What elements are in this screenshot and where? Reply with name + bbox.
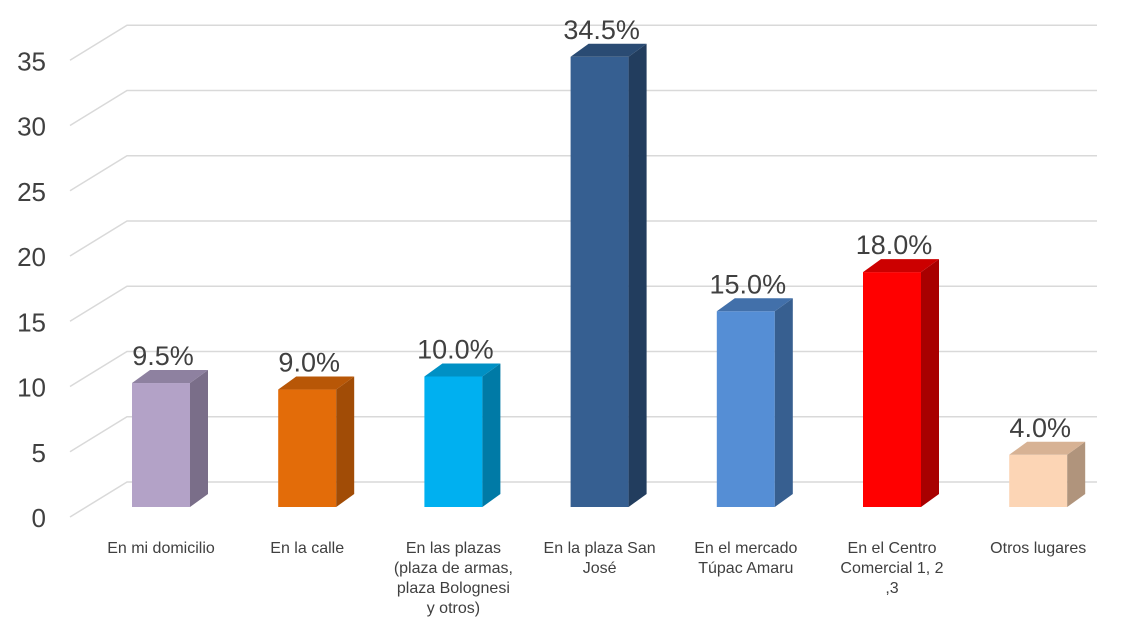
bar-top-2 — [278, 376, 355, 390]
data-label-3: 10.0% — [417, 335, 494, 365]
x-axis-label-line: (plaza de armas, — [394, 560, 513, 577]
y-tick-label-35: 35 — [17, 46, 46, 76]
y-tick-label-15: 15 — [17, 307, 46, 337]
data-labels: 9.5% 9.0% 10.0% 34.5% 15.0% 18.0% 4.0% — [132, 15, 1071, 443]
x-axis-label-6: En el Centro Comercial 1, 2 ,3 — [840, 540, 943, 597]
bar-3 — [424, 363, 501, 507]
bar-1 — [132, 370, 208, 507]
x-axis-labels: En mi domicilio En la calle En las plazas (… — [107, 540, 1086, 617]
bar-side-3 — [482, 363, 501, 507]
x-axis-label-line: En las plazas — [406, 540, 501, 557]
gridline-35 — [69, 24, 1097, 61]
x-axis-label-7: Otros lugares — [990, 540, 1086, 557]
bar-top-6 — [863, 259, 939, 273]
bar-side-5 — [774, 298, 793, 507]
bar-front-7 — [1009, 454, 1068, 507]
bar-front-4 — [570, 56, 629, 508]
bar-front-5 — [716, 311, 775, 507]
bar-front-1 — [132, 383, 190, 507]
bar-2 — [278, 376, 355, 507]
gridlines — [69, 24, 1097, 518]
y-tick-label-30: 30 — [17, 112, 46, 142]
gridline-25 — [69, 155, 1097, 192]
bar-side-7 — [1067, 441, 1086, 507]
x-axis-label-line: En mi domicilio — [107, 540, 215, 557]
data-label-6: 18.0% — [856, 230, 933, 260]
x-axis-label-line: José — [583, 560, 617, 577]
bar-4 — [570, 43, 647, 508]
x-axis-label-2: En la calle — [270, 540, 344, 557]
x-axis-label-line: Comercial 1, 2 — [840, 560, 943, 577]
data-label-4: 34.5% — [563, 15, 640, 45]
x-axis-label-line: En el mercado — [694, 540, 797, 557]
x-axis-label-line: En el Centro — [848, 540, 937, 557]
data-label-1: 9.5% — [132, 341, 194, 371]
y-tick-label-25: 25 — [17, 177, 46, 207]
bar-side-2 — [336, 376, 355, 507]
bar-side-4 — [628, 43, 647, 508]
gridline-15 — [69, 285, 1097, 322]
bar-side-1 — [190, 370, 208, 507]
bars — [132, 43, 1086, 508]
data-label-5: 15.0% — [710, 269, 787, 299]
x-axis-label-line: y otros) — [427, 600, 480, 617]
x-axis-label-line: Túpac Amaru — [698, 560, 793, 577]
x-axis-label-line: plaza Bolognesi — [397, 580, 510, 597]
gridline-20 — [69, 220, 1097, 257]
x-axis-label-5: En el mercado Túpac Amaru — [694, 540, 797, 577]
bar-top-3 — [424, 363, 501, 377]
x-axis-label-line: En la calle — [270, 540, 344, 557]
y-tick-label-10: 10 — [17, 373, 46, 403]
bar-top-5 — [716, 298, 793, 312]
x-axis-label-line: ,3 — [885, 580, 898, 597]
x-axis-label-line: Otros lugares — [990, 540, 1086, 557]
bar-6 — [863, 259, 939, 507]
bar-front-6 — [863, 272, 921, 507]
bar-top-7 — [1009, 441, 1086, 455]
bar-top-1 — [132, 370, 208, 384]
bar-top-4 — [570, 43, 647, 57]
x-axis-label-line: En la plaza San — [544, 540, 656, 557]
y-axis-ticks: 0 5 10 15 20 25 30 35 — [17, 46, 46, 533]
data-label-7: 4.0% — [1009, 413, 1071, 443]
bar-front-2 — [278, 389, 337, 507]
x-axis-label-4: En la plaza San José — [544, 540, 656, 577]
data-label-2: 9.0% — [278, 348, 340, 378]
gridline-30 — [69, 89, 1097, 127]
bar-7 — [1009, 441, 1086, 507]
x-axis-label-1: En mi domicilio — [107, 540, 215, 557]
bar-front-3 — [424, 376, 483, 507]
y-tick-label-5: 5 — [32, 438, 46, 468]
y-tick-label-20: 20 — [17, 242, 46, 272]
x-axis-label-3: En las plazas (plaza de armas, plaza Bolog… — [394, 540, 513, 617]
bar-side-6 — [921, 259, 939, 507]
bar-5 — [716, 298, 793, 507]
y-tick-label-0: 0 — [32, 503, 46, 533]
